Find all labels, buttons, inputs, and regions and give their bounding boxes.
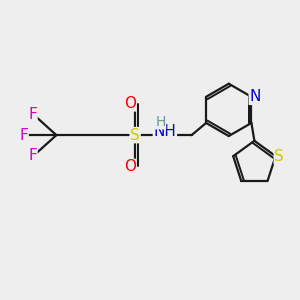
Text: O: O [124, 159, 136, 174]
Text: F: F [28, 148, 37, 164]
Text: F: F [28, 107, 37, 122]
Text: S: S [274, 149, 284, 164]
Text: H: H [155, 115, 166, 129]
Text: NH: NH [153, 124, 176, 139]
Text: N: N [249, 89, 261, 104]
Text: F: F [19, 128, 28, 142]
Text: O: O [124, 96, 136, 111]
Text: S: S [130, 128, 140, 142]
